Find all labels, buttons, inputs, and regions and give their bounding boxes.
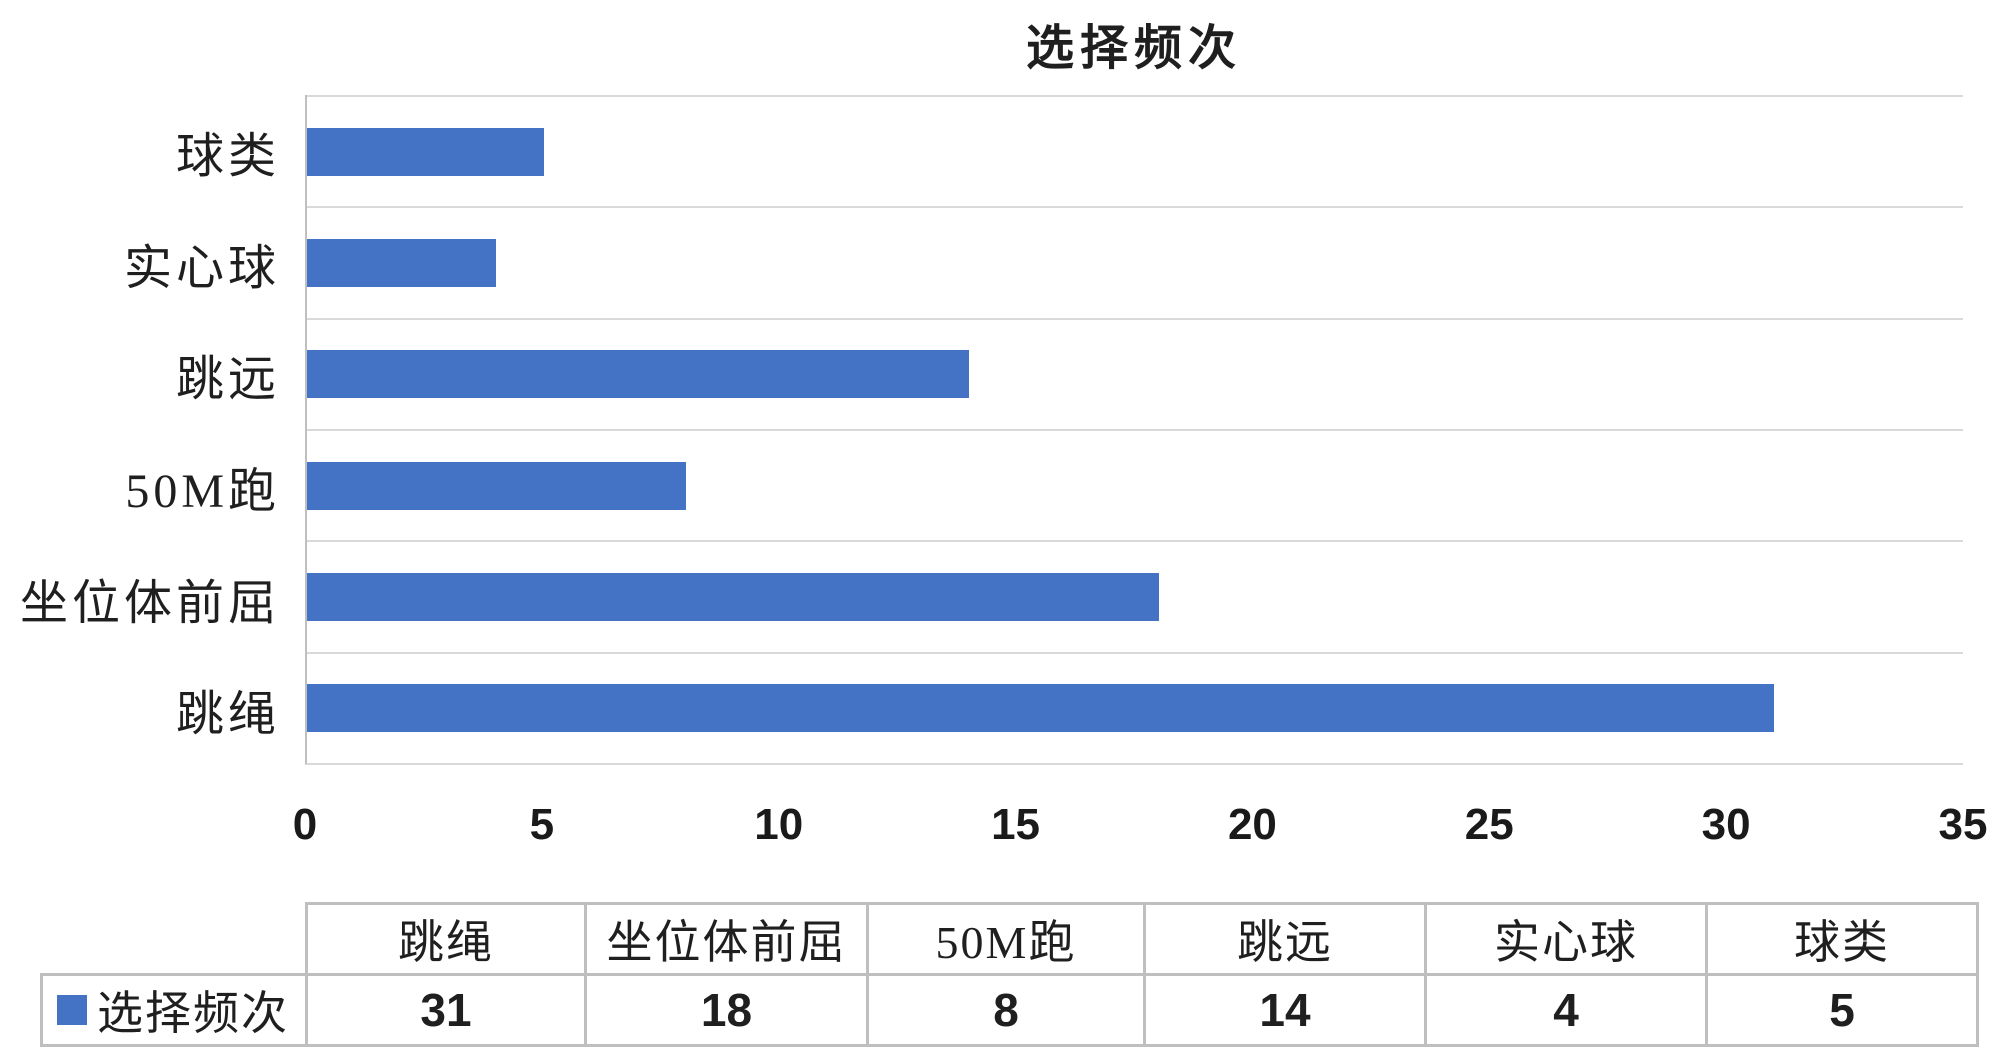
category-band bbox=[307, 206, 1963, 317]
category-band bbox=[307, 95, 1963, 206]
table-value-cell: 5 bbox=[1705, 973, 1979, 1047]
y-axis-label: 坐位体前屈 bbox=[19, 576, 280, 630]
x-axis-tick-label: 5 bbox=[529, 800, 555, 849]
x-axis-tick-label: 20 bbox=[1227, 800, 1277, 849]
bar bbox=[307, 350, 970, 399]
series-label: 选择频次 bbox=[97, 988, 289, 1039]
x-axis-tick-label: 10 bbox=[754, 800, 804, 849]
table-value-cell: 31 bbox=[305, 973, 587, 1047]
bar bbox=[307, 238, 497, 287]
table-value-cell: 14 bbox=[1143, 973, 1427, 1047]
table-header-cell: 球类 bbox=[1705, 902, 1979, 976]
bar bbox=[307, 572, 1159, 621]
y-axis-label: 跳绳 bbox=[175, 688, 280, 742]
table-value-cell: 4 bbox=[1424, 973, 1708, 1047]
x-axis-tick-label: 30 bbox=[1701, 800, 1751, 849]
chart-title: 选择频次 bbox=[1025, 22, 1242, 75]
bar bbox=[307, 127, 544, 176]
table-header-cell: 50M跑 bbox=[866, 902, 1146, 976]
table-header-cell: 实心球 bbox=[1424, 902, 1708, 976]
category-band bbox=[307, 540, 1963, 651]
series-label-cell: 选择频次 bbox=[40, 973, 308, 1047]
table-header-row: 跳绳 坐位体前屈 50M跑 跳远 实心球 球类 bbox=[42, 902, 1979, 976]
data-table: 跳绳 坐位体前屈 50M跑 跳远 实心球 球类选择频次 31 18 8 14 4 5 bbox=[40, 902, 1979, 1047]
table-header-cell: 跳远 bbox=[1143, 902, 1427, 976]
x-axis-tick-label: 35 bbox=[1938, 800, 1988, 849]
bar bbox=[307, 684, 1774, 733]
bar bbox=[307, 461, 686, 510]
table-row: 选择频次 31 18 8 14 4 5 bbox=[40, 973, 1979, 1047]
y-axis-label: 50M跑 bbox=[125, 464, 280, 518]
category-band bbox=[307, 317, 1963, 429]
table-value-cell: 18 bbox=[584, 973, 869, 1047]
table-header-cell: 坐位体前屈 bbox=[584, 902, 869, 976]
y-axis-label: 球类 bbox=[175, 129, 280, 183]
x-axis-tick-label: 0 bbox=[292, 800, 318, 849]
y-axis-labels: 球类实心球跳远 50M跑坐位体前屈跳绳 bbox=[0, 95, 280, 765]
y-axis-label: 跳远 bbox=[175, 353, 280, 407]
table-header-cell: 跳绳 bbox=[305, 902, 587, 976]
table-corner-cell bbox=[42, 904, 307, 975]
legend-swatch-icon bbox=[57, 995, 87, 1025]
category-band bbox=[307, 428, 1963, 540]
x-axis-tick-labels: 0 5 10 15 20 25 30 35 bbox=[293, 800, 1988, 856]
y-axis-label: 实心球 bbox=[123, 241, 280, 295]
category-band bbox=[307, 651, 1963, 763]
table-value-cell: 8 bbox=[866, 973, 1146, 1047]
plot-area bbox=[305, 95, 1963, 765]
x-axis-tick-label: 15 bbox=[991, 800, 1041, 849]
x-axis-tick-label: 25 bbox=[1464, 800, 1514, 849]
